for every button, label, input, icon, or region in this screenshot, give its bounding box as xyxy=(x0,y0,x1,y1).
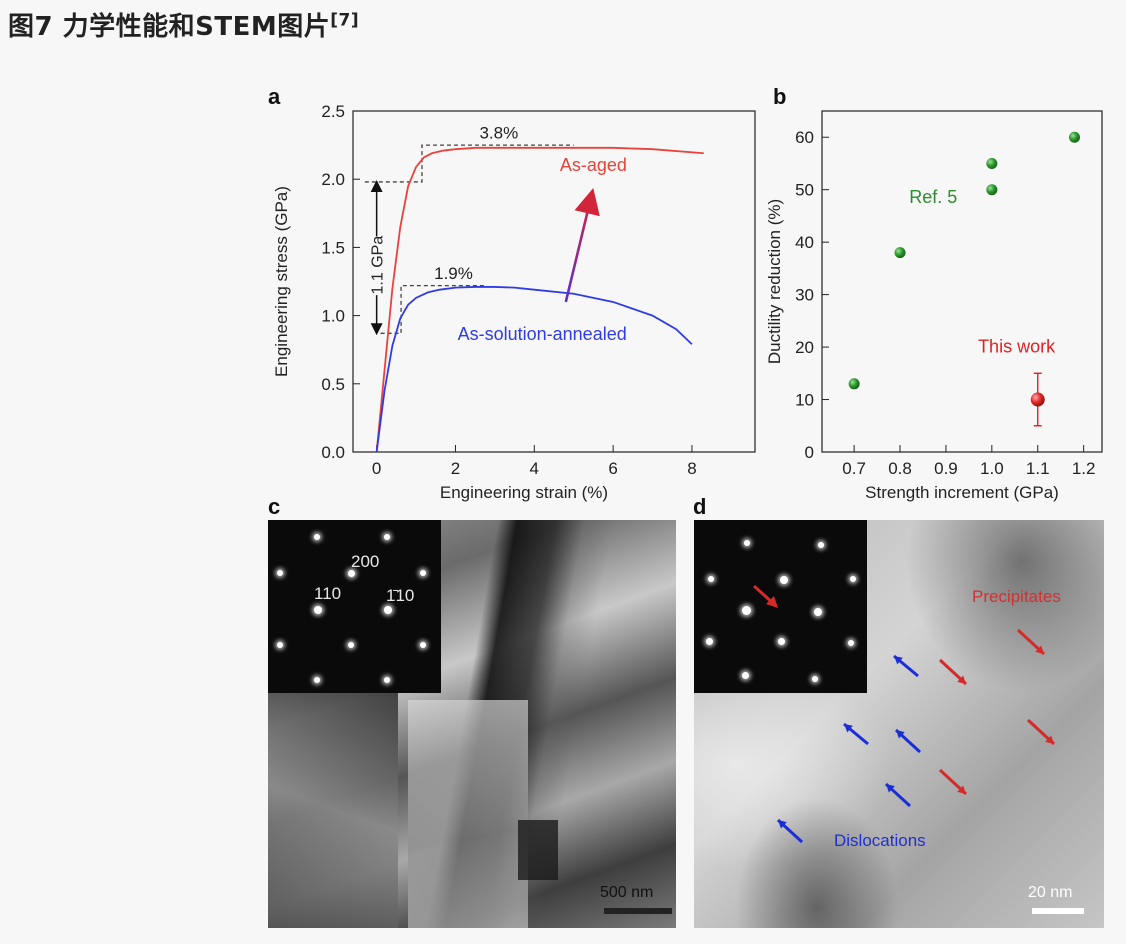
y-tick-label-a: 0.5 xyxy=(321,375,345,394)
blue-arrow-icon-head xyxy=(894,656,903,665)
aging-arrow-icon xyxy=(564,187,600,303)
ref5-point xyxy=(1068,131,1080,143)
label-dislocations: Dislocations xyxy=(834,831,926,850)
ductility-chart: 0.7 0.8 0.9 1.0 1.1 1.2 0 10 20 30 40 50 60 Strength … xyxy=(765,110,1103,502)
panel-label-c: c xyxy=(268,494,281,519)
blue-arrow-icon-head xyxy=(778,820,787,829)
y-tick-label-a: 1.5 xyxy=(321,238,345,257)
diffraction-inset-d xyxy=(694,520,867,693)
x-tick-label-b: 1.0 xyxy=(980,459,1004,478)
x-axis-label-b: Strength increment (GPa) xyxy=(865,483,1059,502)
dark-grain xyxy=(268,690,398,928)
figure-ref: [7] xyxy=(330,10,360,31)
x-tick-label-b: 1.1 xyxy=(1026,459,1050,478)
this-work-point xyxy=(1030,392,1045,407)
figure-title-text: 图7 力学性能和STEM图片 xyxy=(8,12,331,42)
scale-bar-c xyxy=(604,908,672,914)
red-arrow-icon-head xyxy=(1045,735,1054,744)
y-tick-label-b: 20 xyxy=(795,338,814,357)
series-label-ref5: Ref. 5 xyxy=(909,187,957,207)
y-tick-label-a: 2.0 xyxy=(321,170,345,189)
blue-arrow-icon-head xyxy=(896,730,905,739)
inset-label-1bar10: 1̄10 xyxy=(386,586,415,605)
stem-image-panel-d: Precipitates Dislocations 20 nm xyxy=(694,520,1104,928)
panel-label-a: a xyxy=(268,84,281,109)
panel-label-d: d xyxy=(693,494,707,519)
ref5-point xyxy=(894,247,906,259)
x-tick-label-a: 8 xyxy=(687,459,696,478)
annotation-arrows xyxy=(776,628,1056,844)
x-tick-label-a: 2 xyxy=(451,459,460,478)
series-label-this-work: This work xyxy=(978,336,1056,356)
y-tick-label-b: 40 xyxy=(795,233,814,252)
scale-text-d: 20 nm xyxy=(1028,884,1073,901)
series-line-as-aged xyxy=(375,146,704,453)
plot-frame-a xyxy=(352,110,756,453)
y-tick-label-b: 30 xyxy=(795,286,814,305)
figure-title: 图7 力学性能和STEM图片[7] xyxy=(8,6,359,43)
y-tick-label-a: 1.0 xyxy=(321,307,345,326)
x-axis-label-a: Engineering strain (%) xyxy=(440,483,608,502)
y-tick-label-b: 60 xyxy=(795,128,814,147)
solution-pct-label: 1.9% xyxy=(434,264,473,283)
ref5-point xyxy=(986,157,998,169)
x-tick-label-b: 0.7 xyxy=(842,459,866,478)
red-arrow-icon-head xyxy=(957,785,966,794)
light-grain xyxy=(408,700,528,928)
y-tick-label-a: 2.5 xyxy=(321,102,345,121)
stress-strain-chart: 0 2 4 6 8 0.0 0.5 1.0 1.5 2.0 2.5 Engineering strai… xyxy=(272,102,756,502)
x-tick-label-b: 0.9 xyxy=(934,459,958,478)
red-arrow-icon-head xyxy=(1035,645,1044,654)
delta-label: 1.1 GPa xyxy=(370,236,387,295)
inset-label-200: 200 xyxy=(351,552,380,571)
inset-label-110: 110 xyxy=(314,584,342,603)
aged-pct-label: 3.8% xyxy=(479,123,518,142)
blue-arrow-icon-head xyxy=(886,784,895,793)
inset-red-arrow-icon xyxy=(752,584,778,608)
ref5-point xyxy=(986,184,998,196)
x-tick-label-a: 0 xyxy=(372,459,381,478)
x-tick-label-a: 6 xyxy=(608,459,617,478)
y-tick-label-b: 50 xyxy=(795,181,814,200)
x-tick-label-b: 0.8 xyxy=(888,459,912,478)
series-line-as-solution-annealed xyxy=(375,286,693,453)
red-arrow-icon-head xyxy=(957,675,966,684)
x-tick-label-a: 4 xyxy=(530,459,539,478)
solution-dashed-guide xyxy=(380,284,487,334)
tem-image-panel-c: 200 110 1̄10 500 nm xyxy=(268,520,676,928)
dark-feature xyxy=(518,820,558,880)
y-tick-label-b: 0 xyxy=(805,443,814,462)
x-tick-label-b: 1.2 xyxy=(1072,459,1096,478)
series-label-as-solution: As-solution-annealed xyxy=(458,324,627,344)
y-tick-label-b: 10 xyxy=(795,391,814,410)
blue-arrow-icon-head xyxy=(844,724,853,733)
panel-label-b: b xyxy=(773,84,787,109)
scale-bar-d xyxy=(1032,908,1084,914)
aged-dashed-guide xyxy=(364,144,574,183)
ref5-point xyxy=(848,378,860,390)
label-precipitates: Precipitates xyxy=(972,587,1061,606)
y-axis-label-a: Engineering stress (GPa) xyxy=(272,186,291,377)
diffraction-inset-c: 200 110 1̄10 xyxy=(268,520,441,693)
y-tick-label-a: 0.0 xyxy=(321,443,345,462)
y-axis-label-b: Ductility reduction (%) xyxy=(765,199,784,364)
scale-text-c: 500 nm xyxy=(600,884,654,901)
series-label-as-aged: As-aged xyxy=(560,155,627,175)
plot-frame-b xyxy=(821,110,1103,453)
